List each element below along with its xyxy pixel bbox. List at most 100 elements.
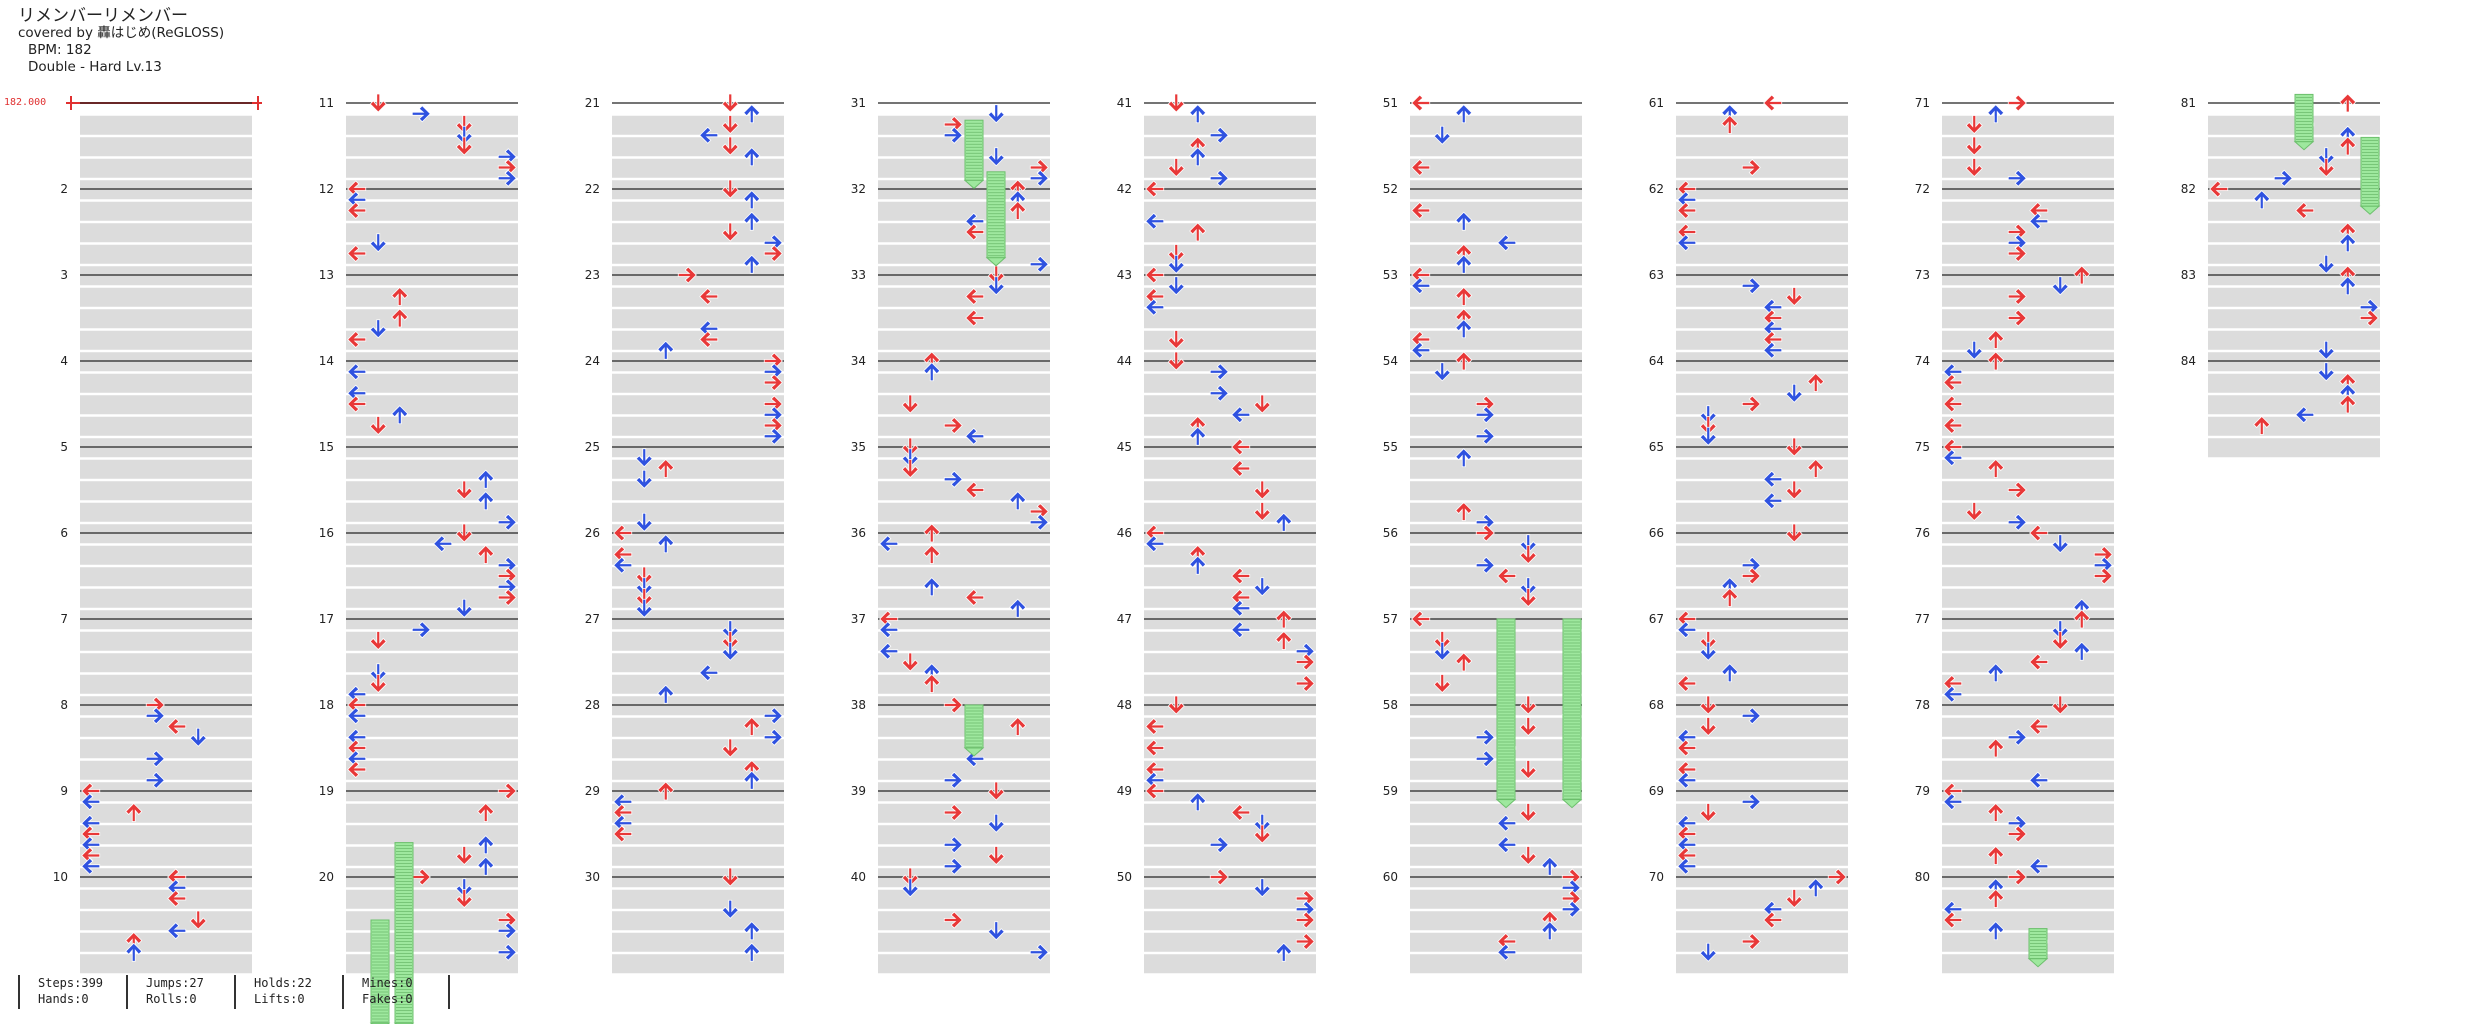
arrow-down-icon — [1167, 244, 1185, 264]
arrow-right-icon — [1741, 932, 1761, 951]
row-band — [1410, 868, 1582, 888]
row-band — [1144, 352, 1316, 372]
row-band — [1676, 481, 1848, 501]
row-band — [80, 868, 252, 888]
arrow-down-icon — [721, 867, 739, 887]
arrow-right-icon — [1475, 728, 1495, 746]
row-band — [612, 567, 784, 587]
arrow-left-icon — [167, 717, 187, 736]
row-band — [878, 760, 1050, 780]
row-band — [346, 760, 518, 780]
arrow-down-icon — [455, 846, 473, 866]
measure-number: 10 — [53, 870, 68, 884]
arrow-left-icon — [1497, 836, 1517, 854]
measure-number: 51 — [1383, 96, 1398, 110]
arrow-up-icon — [1721, 587, 1739, 607]
row-band — [878, 954, 1050, 974]
measure-number: 69 — [1649, 784, 1664, 798]
row-band — [612, 739, 784, 759]
row-band — [2208, 352, 2380, 372]
arrow-left-icon — [1411, 610, 1431, 628]
row-band — [878, 653, 1050, 673]
row-band — [1410, 588, 1582, 608]
arrow-down-icon — [1433, 125, 1451, 145]
measure-number: 5 — [60, 440, 68, 454]
row-band — [1410, 309, 1582, 329]
arrow-down-icon — [2051, 534, 2069, 554]
arrow-left-icon — [613, 556, 633, 574]
row-band — [1410, 352, 1582, 372]
arrow-up-icon — [1009, 598, 1027, 618]
row-band — [1410, 416, 1582, 436]
chart-column-6 — [1410, 102, 1582, 974]
row-band — [2208, 309, 2380, 329]
arrow-up-icon — [1455, 319, 1473, 339]
row-band — [1942, 653, 2114, 673]
arrow-left-icon — [1145, 717, 1165, 736]
row-band — [346, 309, 518, 329]
arrow-right-icon — [1741, 277, 1761, 295]
arrow-down-icon — [369, 319, 387, 339]
row-band — [80, 180, 252, 200]
row-band — [346, 352, 518, 372]
arrow-right-icon — [943, 803, 963, 822]
measure-number: 53 — [1383, 268, 1398, 282]
row-band — [1676, 588, 1848, 608]
measure-number: 43 — [1117, 268, 1132, 282]
row-band — [1144, 760, 1316, 780]
row-band — [80, 416, 252, 436]
row-band — [1144, 717, 1316, 737]
row-band — [1410, 373, 1582, 393]
arrow-right-icon — [763, 427, 783, 445]
row-band — [1676, 567, 1848, 587]
arrow-left-icon — [347, 201, 367, 220]
row-band — [1942, 309, 2114, 329]
arrow-up-icon — [1275, 942, 1293, 962]
row-band — [346, 137, 518, 157]
row-band — [1676, 610, 1848, 630]
arrow-up-icon — [2339, 394, 2357, 414]
arrow-down-icon — [721, 631, 739, 651]
row-band — [1144, 416, 1316, 436]
arrow-up-icon — [1455, 448, 1473, 468]
arrow-down-icon — [455, 136, 473, 156]
row-band — [80, 803, 252, 823]
arrow-up-icon — [743, 716, 761, 736]
row-band — [612, 244, 784, 264]
row-band — [612, 717, 784, 737]
arrow-down-icon — [369, 233, 387, 253]
arrow-left-icon — [81, 857, 101, 875]
measure-number: 6 — [60, 526, 68, 540]
arrow-left-icon — [699, 330, 719, 349]
arrow-down-icon — [1433, 641, 1451, 661]
arrow-down-icon — [2051, 276, 2069, 296]
row-band — [612, 610, 784, 630]
row-band — [878, 158, 1050, 178]
row-band — [878, 545, 1050, 565]
arrow-left-icon — [1411, 158, 1431, 177]
row-band — [1144, 674, 1316, 694]
row-band — [1942, 524, 2114, 544]
row-band — [612, 911, 784, 931]
arrow-up-icon — [743, 190, 761, 210]
arrow-down-icon — [1433, 362, 1451, 382]
arrow-down-icon — [1699, 631, 1717, 651]
row-band — [1410, 760, 1582, 780]
row-band — [1410, 889, 1582, 909]
measure-number: 62 — [1649, 182, 1664, 196]
row-band — [1676, 459, 1848, 479]
row-band — [1144, 911, 1316, 931]
row-band — [1942, 674, 2114, 694]
measure-number: 26 — [585, 526, 600, 540]
row-band — [878, 588, 1050, 608]
stats-holds-lifts: Holds:22 Lifts:0 — [234, 975, 312, 1009]
hold-note — [963, 704, 985, 757]
arrow-up-icon — [2339, 136, 2357, 156]
arrow-right-icon — [145, 771, 165, 789]
arrow-left-icon — [1231, 621, 1251, 639]
arrow-right-icon — [763, 244, 783, 263]
arrow-down-icon — [2051, 695, 2069, 715]
arrow-up-icon — [1721, 663, 1739, 683]
row-band — [1942, 502, 2114, 522]
row-band — [612, 846, 784, 866]
